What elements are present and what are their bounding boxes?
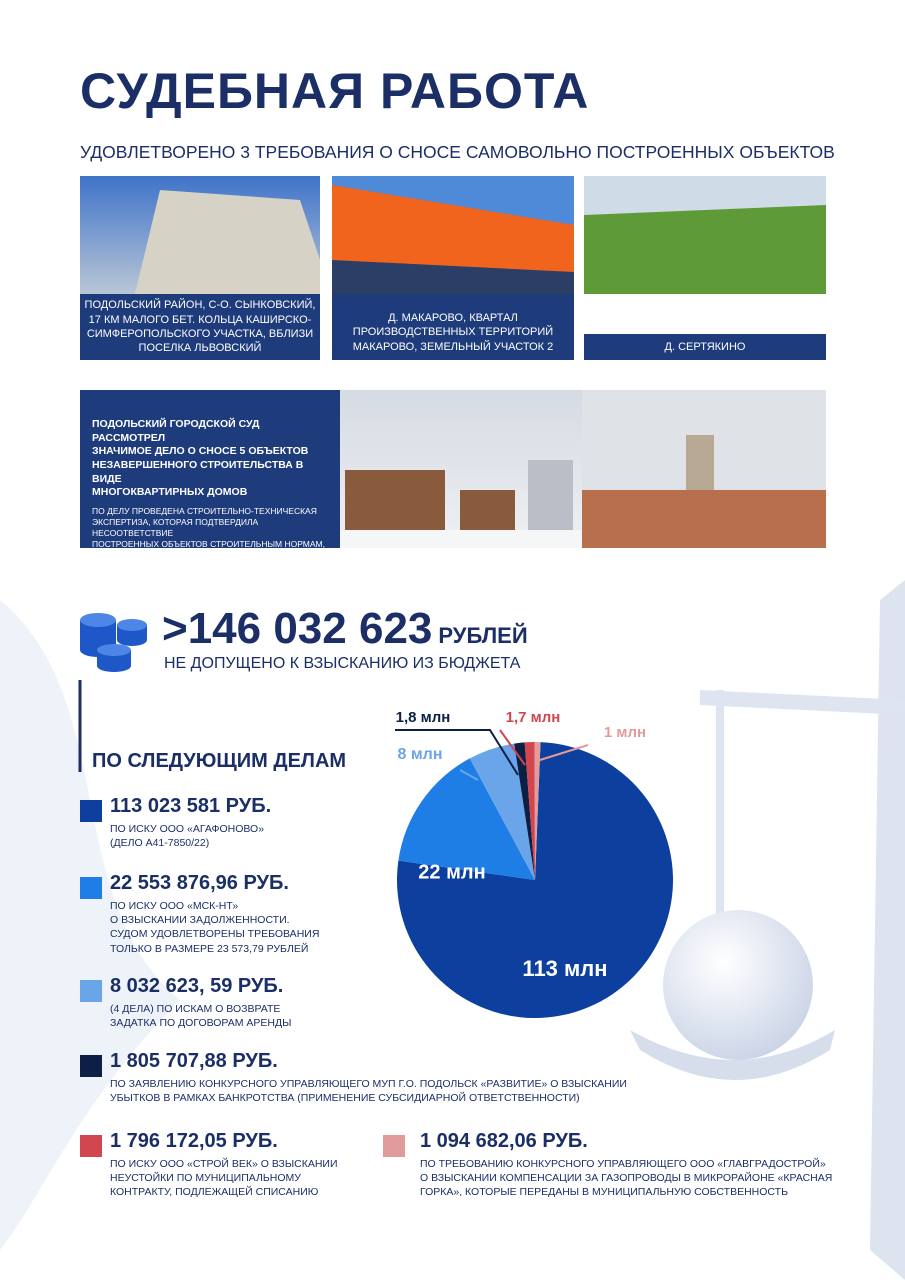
- pie-slice: [396, 742, 673, 1019]
- case-amount: 1 796 172,05 РУБ.: [110, 1130, 278, 1152]
- case-item: 1 796 172,05 РУБ. ПО ИСКУ ООО «СТРОЙ ВЕК»…: [110, 1130, 338, 1200]
- pie-slice: [469, 743, 535, 880]
- legend-swatch: [80, 877, 102, 899]
- legend-swatch: [80, 800, 102, 822]
- case-text: ПО ИСКУ ООО «СТРОЙ ВЕК» О ВЗЫСКАНИИ НЕУС…: [110, 1158, 338, 1199]
- case-amount: 1 094 682,06 РУБ.: [420, 1130, 588, 1152]
- legend-swatch: [383, 1135, 405, 1157]
- leader-line: [539, 744, 589, 761]
- case-text: ПО ИСКУ ООО «АГАФОНОВО» (ДЕЛО А41-7850/2…: [110, 823, 265, 850]
- total-amount: >146 032 623: [162, 604, 433, 653]
- case-text: ПО ЗАЯВЛЕНИЮ КОНКУРСНОГО УПРАВЛЯЮЩЕГО МУ…: [110, 1078, 627, 1105]
- pie-slice: [398, 758, 535, 880]
- photo-building: [686, 435, 714, 495]
- total: >146 032 623 РУБЛЕЙ: [162, 604, 528, 654]
- data-label: 8 млн: [397, 746, 442, 763]
- case-amount: 1 805 707,88 РУБ.: [110, 1050, 278, 1072]
- photo-caption: Д. СЕРТЯКИНО: [584, 334, 826, 360]
- ornament: [870, 580, 905, 1280]
- data-label: 1,8 млн: [396, 709, 451, 726]
- case-item: 22 553 876,96 РУБ. ПО ИСКУ ООО «МСК-НТ» О…: [110, 872, 319, 956]
- case-item: 1 094 682,06 РУБ. ПО ТРЕБОВАНИЮ КОНКУРСНО…: [420, 1130, 832, 1200]
- leader-line: [499, 729, 526, 766]
- photo-building: [135, 190, 320, 294]
- legend-swatch: [80, 1055, 102, 1077]
- photo-building: [345, 470, 445, 530]
- total-unit: РУБЛЕЙ: [438, 623, 528, 648]
- title: СУДЕБНАЯ РАБОТА: [80, 63, 590, 119]
- scale-pan: [630, 1030, 835, 1080]
- case-box: ПОДОЛЬСКИЙ ГОРОДСКОЙ СУД РАССМОТРЕЛ ЗНАЧ…: [80, 390, 340, 560]
- data-label: 22 млн: [418, 861, 485, 883]
- legend-swatch: [80, 980, 102, 1002]
- photo-building: [460, 490, 515, 530]
- data-label: 1 млн: [604, 724, 646, 741]
- photo-caption: ПОДОЛЬСКИЙ РАЙОН, С-О. СЫНКОВСКИЙ, 17 КМ…: [80, 294, 320, 360]
- case-heading: ПОДОЛЬСКИЙ ГОРОДСКОЙ СУД РАССМОТРЕЛ ЗНАЧ…: [92, 418, 309, 499]
- cases-heading: ПО СЛЕДУЮЩИМ ДЕЛАМ: [92, 750, 347, 772]
- ornament: [0, 600, 180, 1250]
- pie-slice: [524, 742, 535, 880]
- photo-building: [332, 260, 574, 294]
- case-amount: 113 023 581 РУБ.: [110, 795, 272, 817]
- photo-ground: [582, 490, 826, 548]
- photo-snow: [340, 530, 582, 548]
- leader-line: [395, 729, 519, 776]
- case-amount: 8 032 623, 59 РУБ.: [110, 975, 284, 997]
- case-text: ПО ТРЕБОВАНИЮ КОНКУРСНОГО УПРАВЛЯЮЩЕГО О…: [420, 1158, 833, 1199]
- case-text: ПО ДЕЛУ ПРОВЕДЕНА СТРОИТЕЛЬНО-ТЕХНИЧЕСКА…: [92, 505, 325, 561]
- case-item: 8 032 623, 59 РУБ. (4 ДЕЛА) ПО ИСКАМ О ВО…: [110, 975, 291, 1030]
- case-item: 1 805 707,88 РУБ. ПО ЗАЯВЛЕНИЮ КОНКУРСНОГ…: [110, 1050, 627, 1105]
- pie-slice: [534, 742, 541, 880]
- legend-swatch: [80, 1135, 102, 1157]
- case-text: (4 ДЕЛА) ПО ИСКАМ О ВОЗВРАТЕ ЗАДАТКА ПО …: [110, 1003, 292, 1030]
- subtitle: УДОВЛЕТВОРЕНО 3 ТРЕБОВАНИЯ О СНОСЕ САМОВ…: [80, 142, 835, 162]
- scale-beam: [700, 690, 905, 715]
- scale-ball: [663, 910, 813, 1060]
- photo-building: [528, 460, 573, 532]
- coins-icon: [80, 613, 147, 672]
- case-text: ПО ИСКУ ООО «МСК-НТ» О ВЗЫСКАНИИ ЗАДОЛЖЕ…: [110, 900, 320, 955]
- total-caption: НЕ ДОПУЩЕНО К ВЗЫСКАНИЮ ИЗ БЮДЖЕТА: [164, 655, 521, 672]
- case-item: 113 023 581 РУБ. ПО ИСКУ ООО «АГАФОНОВО» …: [110, 795, 271, 850]
- data-label: 1,7 млн: [506, 709, 561, 726]
- pie-slice: [514, 742, 535, 880]
- photo-caption: Д. МАКАРОВО, КВАРТАЛ ПРОИЗВОДСТВЕННЫХ ТЕ…: [332, 294, 574, 360]
- photo-field: [584, 205, 826, 294]
- data-label: 113 млн: [522, 956, 607, 981]
- case-amount: 22 553 876,96 РУБ.: [110, 872, 289, 894]
- leader-line: [459, 769, 479, 781]
